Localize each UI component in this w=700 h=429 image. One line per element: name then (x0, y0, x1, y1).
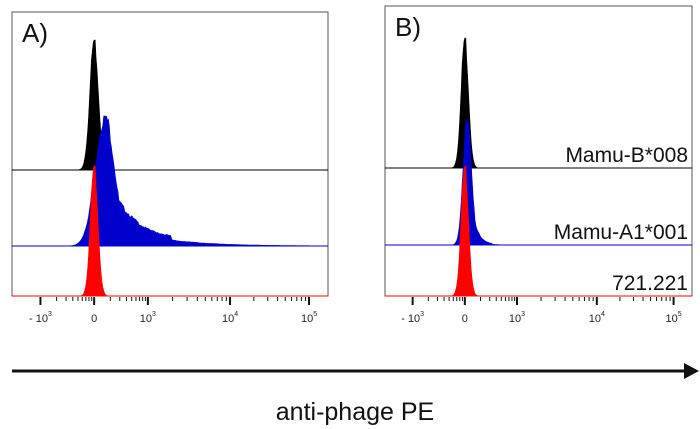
x-tick-label: 103 (509, 311, 525, 325)
x-axis-ticks: - 103 0 103 104 105 (29, 297, 317, 325)
x-tick-label: 105 (666, 311, 682, 325)
x-axis-arrow (12, 363, 699, 379)
x-axis-title: anti-phage PE (276, 398, 434, 426)
histogram-series-2 (412, 165, 674, 297)
histogram-series-2 (40, 165, 309, 297)
x-tick-label: - 103 (29, 311, 52, 325)
x-tick-label: - 103 (401, 311, 424, 325)
row-label-1: Mamu-A1*001 (554, 221, 688, 244)
histogram-series-0 (412, 37, 674, 169)
plot-frame (11, 11, 329, 297)
panel-label: B) (395, 12, 421, 42)
row-label-0: Mamu-B*008 (565, 144, 688, 167)
histogram-series-1 (40, 115, 310, 247)
x-tick-label: 104 (222, 311, 238, 325)
histogram-series-0 (40, 39, 309, 171)
x-tick-label: 103 (140, 311, 156, 325)
x-axis-ticks: - 103 0 103 104 105 (401, 297, 682, 325)
x-tick-label: 105 (301, 311, 317, 325)
histogram-panel-b: Mamu-B*008 Mamu-A1*001 721.221 B) - 103 0 103 1… (384, 5, 693, 325)
histogram-panel-a: A) - 103 0 103 104 105 (11, 11, 329, 325)
x-tick-label: 104 (589, 311, 605, 325)
row-label-2: 721.221 (612, 272, 688, 295)
x-tick-label: 0 (462, 313, 468, 325)
x-tick-label: 0 (91, 313, 97, 325)
panel-label: A) (22, 18, 48, 48)
